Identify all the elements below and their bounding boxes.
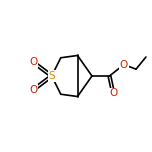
Text: O: O — [29, 57, 38, 67]
Text: O: O — [29, 85, 38, 95]
Text: O: O — [109, 88, 117, 98]
Text: S: S — [48, 71, 55, 81]
Text: O: O — [120, 60, 128, 70]
